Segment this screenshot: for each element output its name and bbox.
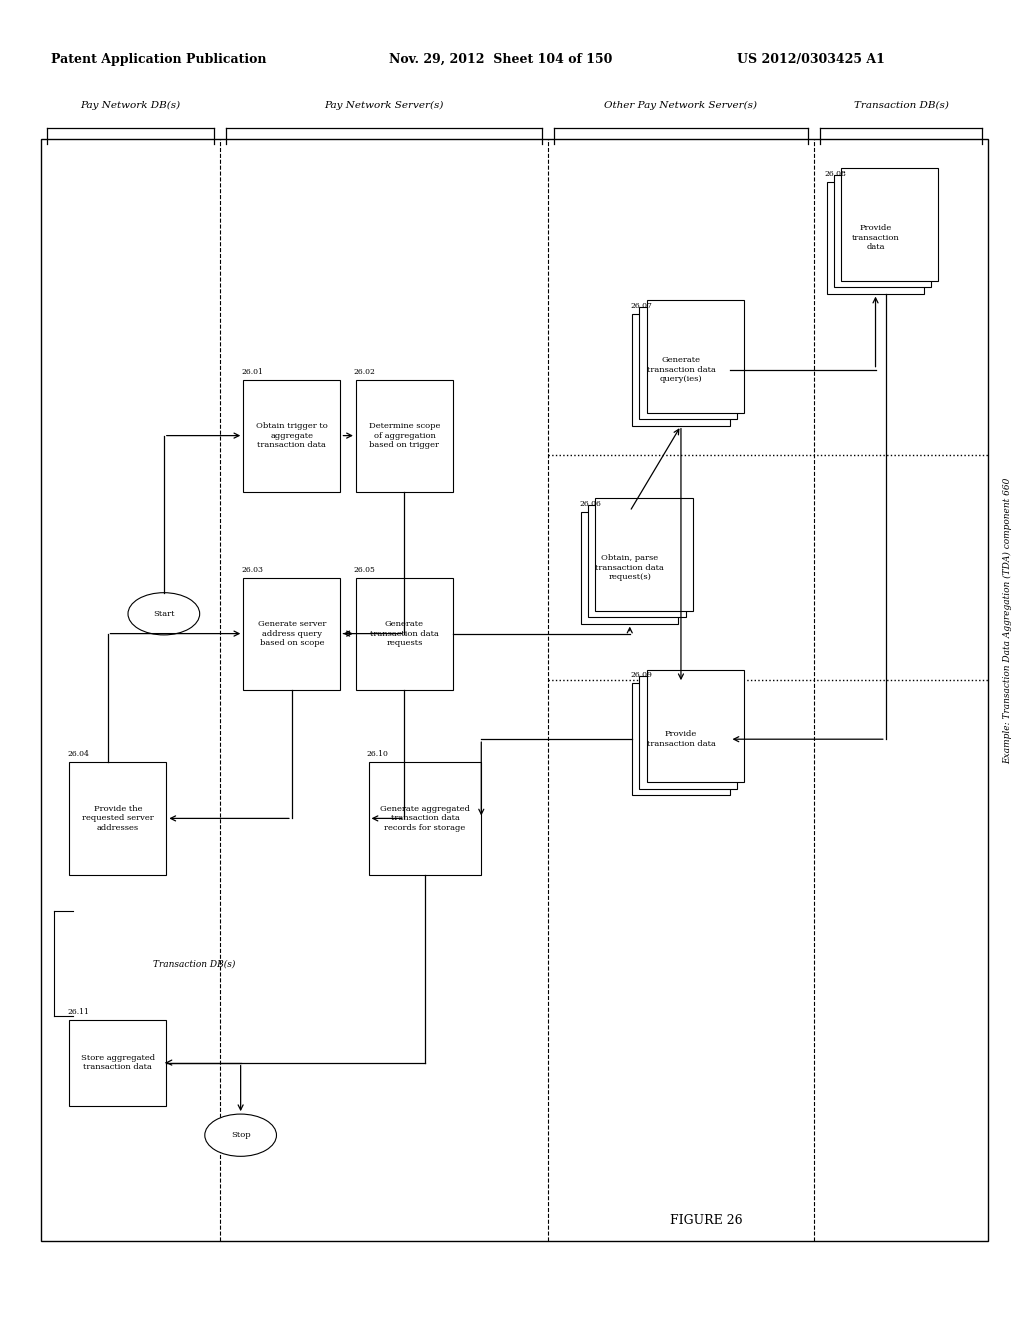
- Text: Obtain, parse
transaction data
request(s): Obtain, parse transaction data request(s…: [595, 554, 665, 581]
- Text: Pay Network Server(s): Pay Network Server(s): [325, 100, 443, 110]
- Text: Generate
transaction data
requests: Generate transaction data requests: [370, 620, 439, 647]
- Bar: [639, 676, 737, 788]
- Bar: [842, 168, 938, 281]
- Text: 26.03: 26.03: [242, 565, 263, 573]
- Text: 26.10: 26.10: [367, 750, 388, 758]
- Ellipse shape: [128, 593, 200, 635]
- Bar: [70, 762, 166, 874]
- Text: 26.11: 26.11: [68, 1007, 89, 1016]
- Text: FIGURE 26: FIGURE 26: [671, 1214, 742, 1228]
- Text: Example: Transaction Data Aggregation (TDA) component 660: Example: Transaction Data Aggregation (T…: [1004, 478, 1012, 763]
- Text: Start: Start: [154, 610, 174, 618]
- Bar: [639, 308, 737, 420]
- Text: Provide
transaction data: Provide transaction data: [646, 730, 716, 748]
- Bar: [633, 314, 729, 425]
- Ellipse shape: [205, 1114, 276, 1156]
- Text: 26.05: 26.05: [354, 565, 376, 573]
- Text: Generate
transaction data
query(ies): Generate transaction data query(ies): [646, 356, 716, 383]
- Text: Generate server
address query
based on scope: Generate server address query based on s…: [258, 620, 326, 647]
- Text: Obtain trigger to
aggregate
transaction data: Obtain trigger to aggregate transaction …: [256, 422, 328, 449]
- Text: 26.04: 26.04: [68, 750, 89, 758]
- Bar: [647, 669, 743, 781]
- Text: 26.09: 26.09: [631, 671, 652, 678]
- Text: 26.07: 26.07: [631, 301, 652, 310]
- Bar: [41, 139, 988, 1241]
- Bar: [369, 762, 481, 874]
- Text: 26.02: 26.02: [354, 367, 376, 375]
- Text: US 2012/0303425 A1: US 2012/0303425 A1: [737, 53, 885, 66]
- Text: Transaction DB(s): Transaction DB(s): [854, 100, 948, 110]
- Text: 26.08: 26.08: [825, 169, 847, 178]
- Text: Store aggregated
transaction data: Store aggregated transaction data: [81, 1053, 155, 1072]
- Bar: [588, 506, 686, 618]
- Bar: [834, 176, 932, 288]
- Bar: [827, 181, 924, 294]
- Bar: [244, 380, 340, 491]
- Text: Nov. 29, 2012  Sheet 104 of 150: Nov. 29, 2012 Sheet 104 of 150: [389, 53, 612, 66]
- Text: Determine scope
of aggregation
based on trigger: Determine scope of aggregation based on …: [369, 422, 440, 449]
- Bar: [647, 301, 743, 412]
- Text: Other Pay Network Server(s): Other Pay Network Server(s): [604, 100, 758, 110]
- Text: 26.06: 26.06: [580, 499, 601, 508]
- Bar: [70, 1019, 166, 1106]
- Bar: [356, 578, 453, 689]
- Bar: [633, 682, 729, 795]
- Bar: [596, 499, 692, 610]
- Bar: [244, 578, 340, 689]
- Text: Transaction DB(s): Transaction DB(s): [154, 960, 236, 968]
- Bar: [356, 380, 453, 491]
- Text: Patent Application Publication: Patent Application Publication: [51, 53, 266, 66]
- Text: Stop: Stop: [230, 1131, 251, 1139]
- Text: Provide the
requested server
addresses: Provide the requested server addresses: [82, 805, 154, 832]
- Text: Provide
transaction
data: Provide transaction data: [852, 224, 899, 251]
- Text: 26.01: 26.01: [242, 367, 263, 375]
- Text: Pay Network DB(s): Pay Network DB(s): [81, 100, 180, 110]
- Bar: [582, 512, 678, 624]
- Text: Generate aggregated
transaction data
records for storage: Generate aggregated transaction data rec…: [380, 805, 470, 832]
